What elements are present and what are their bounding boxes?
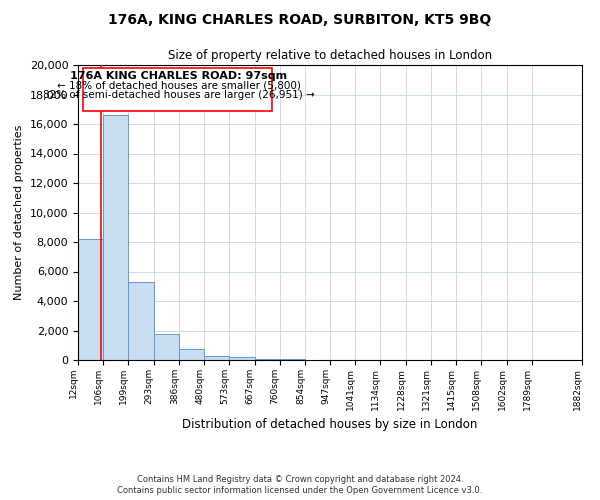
Bar	[128, 282, 154, 360]
Bar	[78, 239, 103, 360]
Text: Contains public sector information licensed under the Open Government Licence v3: Contains public sector information licen…	[118, 486, 482, 495]
Bar	[280, 358, 305, 360]
Text: Contains HM Land Registry data © Crown copyright and database right 2024.: Contains HM Land Registry data © Crown c…	[137, 475, 463, 484]
Bar	[254, 358, 280, 360]
Bar	[204, 356, 229, 360]
Bar	[179, 349, 204, 360]
Bar	[154, 334, 179, 360]
Bar	[229, 357, 254, 360]
Text: 82% of semi-detached houses are larger (26,951) →: 82% of semi-detached houses are larger (…	[43, 90, 314, 100]
FancyBboxPatch shape	[83, 68, 272, 110]
Text: 176A, KING CHARLES ROAD, SURBITON, KT5 9BQ: 176A, KING CHARLES ROAD, SURBITON, KT5 9…	[109, 12, 491, 26]
X-axis label: Distribution of detached houses by size in London: Distribution of detached houses by size …	[182, 418, 478, 431]
Y-axis label: Number of detached properties: Number of detached properties	[14, 125, 24, 300]
Text: ← 18% of detached houses are smaller (5,800): ← 18% of detached houses are smaller (5,…	[57, 80, 301, 90]
Bar	[103, 115, 128, 360]
Title: Size of property relative to detached houses in London: Size of property relative to detached ho…	[168, 50, 492, 62]
Text: 176A KING CHARLES ROAD: 97sqm: 176A KING CHARLES ROAD: 97sqm	[70, 72, 287, 82]
